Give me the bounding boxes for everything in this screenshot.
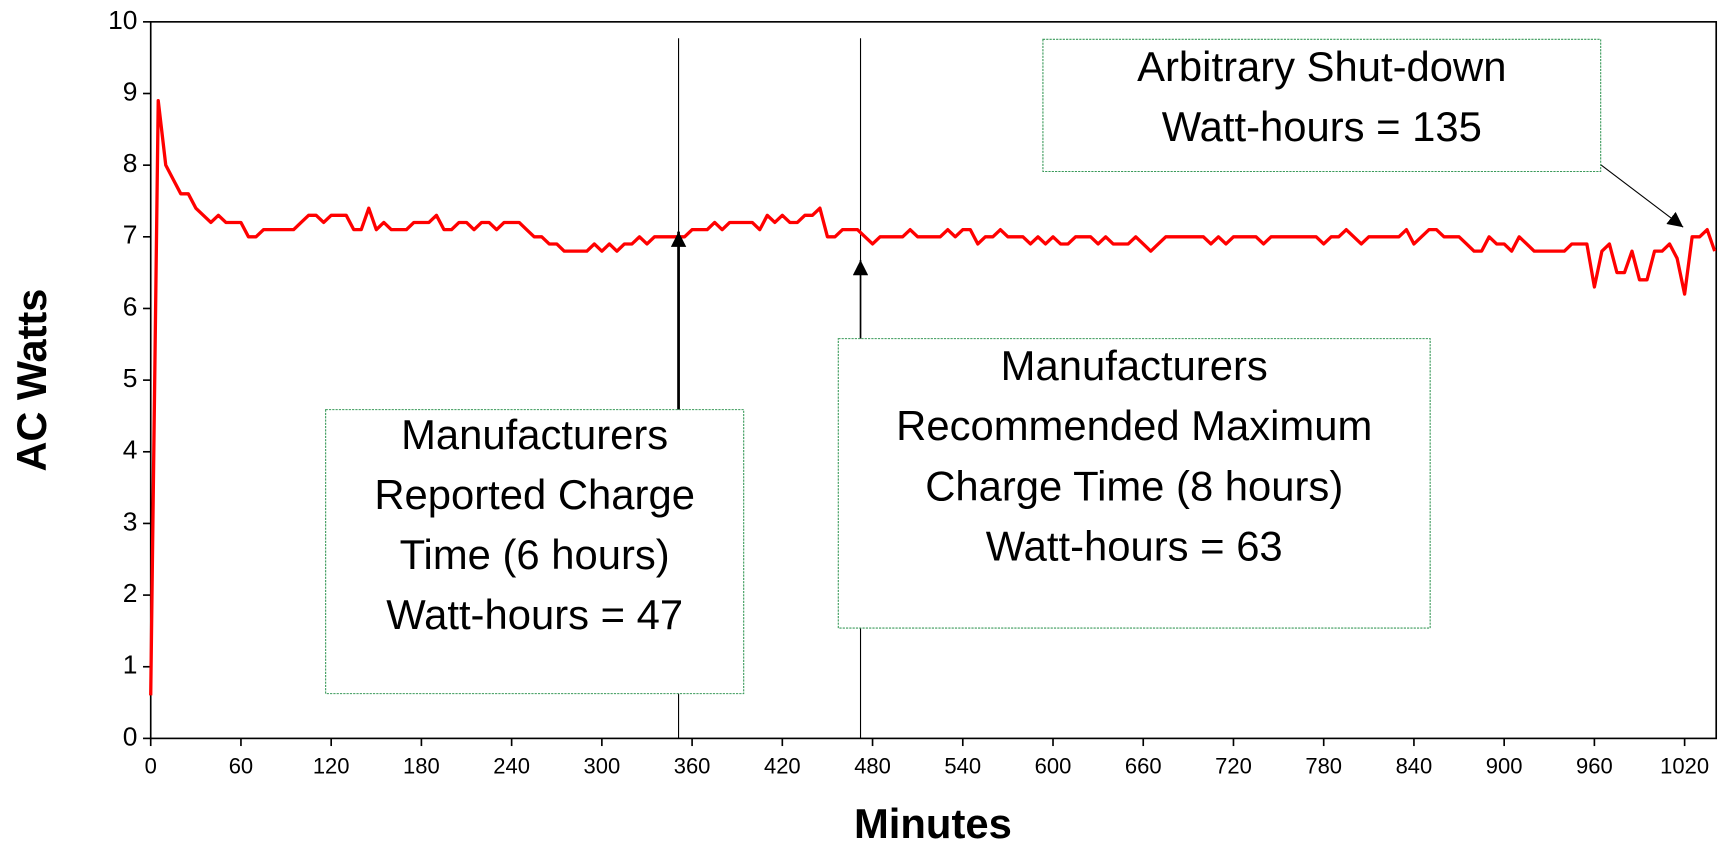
y-tick-label: 5 [123,363,138,393]
x-tick-label: 780 [1305,754,1342,779]
x-tick-label: 1020 [1660,754,1709,779]
x-tick-label: 240 [493,754,530,779]
x-tick-label: 840 [1396,754,1433,779]
x-tick-label: 420 [764,754,801,779]
x-tick-label: 300 [584,754,621,779]
annotation-box [837,338,1431,629]
x-tick-label: 360 [674,754,711,779]
y-tick-label: 2 [123,578,138,608]
x-tick-label: 120 [313,754,350,779]
annotation-text: Watt-hours = 135 [1162,103,1482,150]
annotation-text: Watt-hours = 63 [986,523,1283,570]
x-tick-label: 720 [1215,754,1252,779]
annotation-text: Reported Charge [374,471,695,518]
data-line [149,99,1717,696]
y-tick-label: 1 [123,650,138,680]
x-tick-label: 60 [229,754,253,779]
x-tick-label: 540 [944,754,981,779]
annotation-text: Recommended Maximum [896,402,1372,449]
x-tick-label: 180 [403,754,440,779]
annotation-box [1042,38,1602,173]
y-tick-label: 6 [123,291,138,321]
y-axis-title: AC Watts [8,289,55,472]
y-tick-label: 4 [123,435,138,465]
y-tick-label: 9 [123,77,138,107]
annotation-text: Charge Time (8 hours) [925,462,1343,509]
y-tick-label: 10 [108,5,137,35]
x-tick-label: 0 [145,754,157,779]
annotation-text: Watt-hours = 47 [386,591,683,638]
annotation-text: Arbitrary Shut-down [1137,43,1506,90]
y-tick-label: 8 [123,148,138,178]
x-tick-label: 660 [1125,754,1162,779]
x-axis-title: Minutes [854,800,1012,847]
x-tick-label: 480 [854,754,891,779]
annotation-text: Manufacturers [1001,342,1268,389]
annotation-text: Manufacturers [401,411,668,458]
y-tick-label: 3 [123,506,138,536]
annotation-box [325,409,745,695]
x-tick-label: 960 [1576,754,1613,779]
y-tick-label: 7 [123,220,138,250]
annotation-text: Time (6 hours) [400,531,670,578]
x-tick-label: 600 [1035,754,1072,779]
y-tick-label: 0 [123,721,138,751]
x-tick-label: 900 [1486,754,1523,779]
